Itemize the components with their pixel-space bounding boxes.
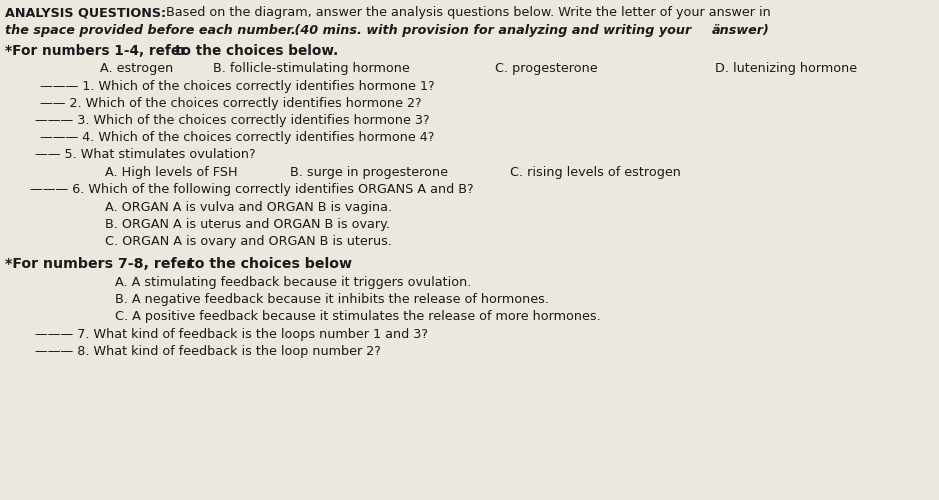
Text: B. surge in progesterone: B. surge in progesterone	[290, 166, 448, 179]
Text: (40 mins. with provision for analyzing and writing your: (40 mins. with provision for analyzing a…	[290, 24, 696, 37]
Text: —— 5. What stimulates ovulation?: —— 5. What stimulates ovulation?	[35, 148, 255, 161]
Text: B. A negative feedback because it inhibits the release of hormones.: B. A negative feedback because it inhibi…	[115, 293, 549, 306]
Text: *For numbers 7-8, refer: *For numbers 7-8, refer	[5, 257, 198, 271]
Text: the space provided before each number.: the space provided before each number.	[5, 24, 296, 37]
Text: ——— 3. Which of the choices correctly identifies hormone 3?: ——— 3. Which of the choices correctly id…	[35, 114, 430, 127]
Text: B. follicle-stimulating hormone: B. follicle-stimulating hormone	[213, 62, 409, 75]
Text: *For numbers 1-4, refer: *For numbers 1-4, refer	[5, 44, 192, 58]
Text: A. estrogen: A. estrogen	[100, 62, 174, 75]
Text: ——— 6. Which of the following correctly identifies ORGANS A and B?: ——— 6. Which of the following correctly …	[30, 183, 473, 196]
Text: änswer): änswer)	[712, 24, 770, 37]
Text: A. ORGAN A is vulva and ORGAN B is vagina.: A. ORGAN A is vulva and ORGAN B is vagin…	[105, 201, 393, 214]
Text: ——— 8. What kind of feedback is the loop number 2?: ——— 8. What kind of feedback is the loop…	[35, 345, 381, 358]
Text: A. A stimulating feedback because it triggers ovulation.: A. A stimulating feedback because it tri…	[115, 276, 471, 289]
Text: Based on the diagram, answer the analysis questions below. Write the letter of y: Based on the diagram, answer the analysi…	[162, 6, 771, 19]
Text: to the choices below.: to the choices below.	[175, 44, 338, 58]
Text: ANALYSIS QUESTIONS:: ANALYSIS QUESTIONS:	[5, 6, 166, 19]
Text: A. High levels of FSH: A. High levels of FSH	[105, 166, 238, 179]
Text: C. rising levels of estrogen: C. rising levels of estrogen	[510, 166, 681, 179]
Text: B. ORGAN A is uterus and ORGAN B is ovary.: B. ORGAN A is uterus and ORGAN B is ovar…	[105, 218, 390, 231]
Text: ——— 7. What kind of feedback is the loops number 1 and 3?: ——— 7. What kind of feedback is the loop…	[35, 328, 428, 341]
Text: C. ORGAN A is ovary and ORGAN B is uterus.: C. ORGAN A is ovary and ORGAN B is uteru…	[105, 235, 392, 248]
Text: ——— 1. Which of the choices correctly identifies hormone 1?: ——— 1. Which of the choices correctly id…	[40, 80, 435, 93]
Text: to the choices below: to the choices below	[188, 257, 352, 271]
Text: —— 2. Which of the choices correctly identifies hormone 2?: —— 2. Which of the choices correctly ide…	[40, 97, 422, 110]
Text: ——— 4. Which of the choices correctly identifies hormone 4?: ——— 4. Which of the choices correctly id…	[40, 131, 435, 144]
Text: D. lutenizing hormone: D. lutenizing hormone	[715, 62, 857, 75]
Text: C. progesterone: C. progesterone	[495, 62, 597, 75]
Text: C. A positive feedback because it stimulates the release of more hormones.: C. A positive feedback because it stimul…	[115, 310, 601, 323]
